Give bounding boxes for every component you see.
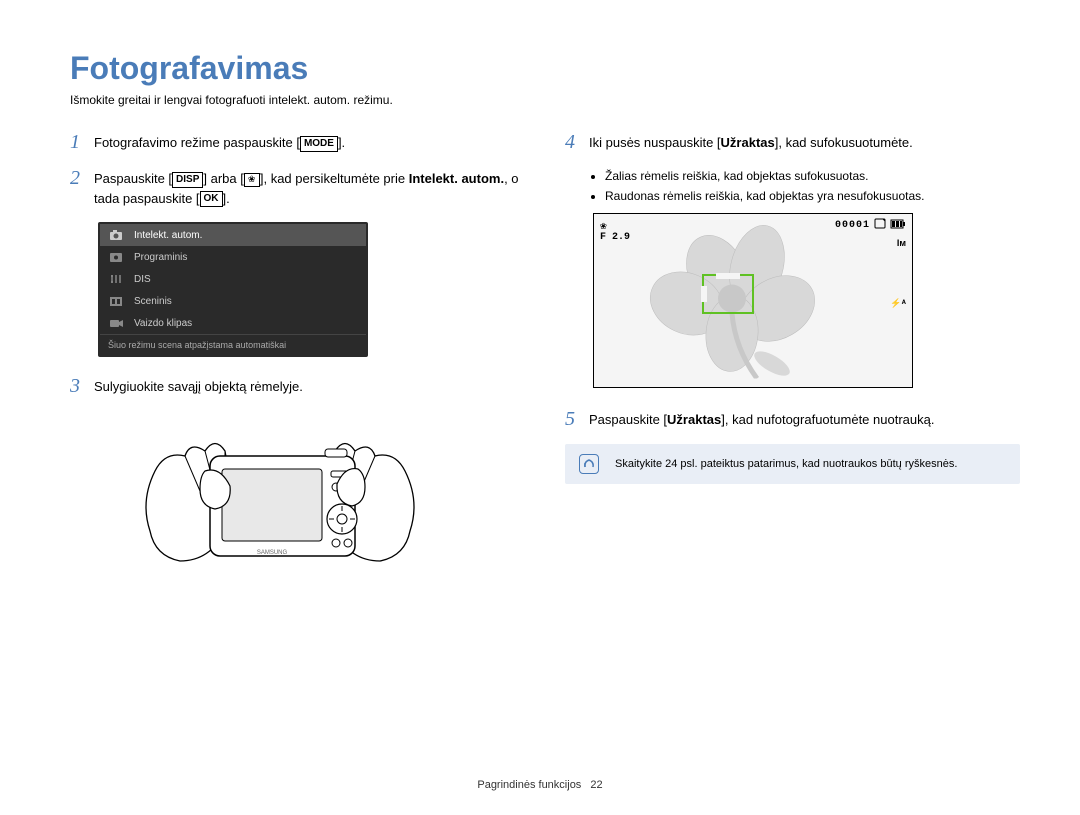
battery-icon <box>890 219 906 233</box>
mode-menu-item: Programinis <box>100 246 366 268</box>
step-text: Paspauskite [Užraktas], kad nufotografuo… <box>589 408 934 430</box>
mode-menu-hint: Šiuo režimu scena atpažįstama automatišk… <box>100 334 366 355</box>
left-column: 1 Fotografavimo režime paspauskite [MODE… <box>70 131 525 591</box>
disp-button-label: DISP <box>172 172 203 188</box>
card-icon <box>874 218 886 233</box>
info-icon <box>579 454 599 474</box>
bullet: Žalias rėmelis reiškia, kad objektas suf… <box>605 167 1020 185</box>
bold-text: Užraktas <box>667 412 721 427</box>
scene-icon <box>108 295 124 307</box>
bullet: Raudonas rėmelis reiškia, kad objektas y… <box>605 187 1020 205</box>
step-3: 3 Sulygiuokite savąjį objektą rėmelyje. <box>70 375 525 397</box>
page-number: 22 <box>590 779 602 791</box>
macro-icon <box>244 173 260 187</box>
mode-menu-item: Vaizdo klipas <box>100 312 366 334</box>
flash-auto-icon: ⚡ᴬ <box>890 298 906 309</box>
subtitle: Išmokite greitai ir lengvai fotografuoti… <box>70 93 1020 107</box>
svg-text:SAMSUNG: SAMSUNG <box>257 550 288 556</box>
macro-flower-icon: ❀ <box>600 219 607 233</box>
page-title: Fotografavimas <box>70 50 1020 87</box>
menu-label: Programinis <box>134 252 187 263</box>
text: Paspauskite [ <box>589 412 667 427</box>
step-4: 4 Iki pusės nuspauskite [Užraktas], kad … <box>565 131 1020 153</box>
bold-text: Intelekt. autom. <box>409 171 504 186</box>
text: ], kad sufokusuotumėte. <box>775 135 913 150</box>
menu-label: Vaizdo klipas <box>134 318 192 329</box>
tip-text: Skaitykite 24 psl. pateiktus patarimus, … <box>615 458 957 470</box>
mode-menu-item-selected: Intelekt. autom. <box>100 224 366 246</box>
text: Fotografavimo režime paspauskite [ <box>94 135 300 150</box>
text: Paspauskite [ <box>94 171 172 186</box>
mode-menu-item: DIS <box>100 268 366 290</box>
step-number: 5 <box>565 408 589 430</box>
bold-text: Užraktas <box>721 135 775 150</box>
tip-box: Skaitykite 24 psl. pateiktus patarimus, … <box>565 444 1020 484</box>
step-2: 2 Paspauskite [DISP] arba [ ], kad persik… <box>70 167 525 208</box>
text: ], kad persikeltumėte prie <box>260 171 409 186</box>
step-1: 1 Fotografavimo režime paspauskite [MODE… <box>70 131 525 153</box>
mode-menu-screenshot: Intelekt. autom. Programinis DIS Scenini… <box>98 222 368 357</box>
mode-button-label: MODE <box>300 136 338 152</box>
step-4-bullets: Žalias rėmelis reiškia, kad objektas suf… <box>593 167 1020 205</box>
focus-frame <box>702 274 754 314</box>
menu-label: Intelekt. autom. <box>134 230 202 241</box>
step-text: Fotografavimo režime paspauskite [MODE]. <box>94 131 345 153</box>
text: ]. <box>223 191 230 206</box>
viewfinder-screenshot: ❀ 00001 F 2.9 Iм ⚡ᴬ <box>593 213 913 388</box>
right-column: 4 Iki pusės nuspauskite [Užraktas], kad … <box>565 131 1020 591</box>
dis-icon <box>108 273 124 285</box>
step-number: 3 <box>70 375 94 397</box>
text: ], kad nufotografuotumėte nuotrauką. <box>721 412 934 427</box>
camera-illustration: SAMSUNG <box>130 411 430 591</box>
text: Iki pusės nuspauskite [ <box>589 135 721 150</box>
resolution-icon: Iм <box>897 238 906 248</box>
text: ] arba [ <box>203 171 243 186</box>
ok-button-label: OK <box>200 191 223 207</box>
video-icon <box>108 317 124 329</box>
text: ]. <box>338 135 345 150</box>
step-number: 4 <box>565 131 589 153</box>
camera-icon <box>108 229 124 241</box>
step-number: 1 <box>70 131 94 153</box>
p-icon <box>108 251 124 263</box>
step-text: Iki pusės nuspauskite [Užraktas], kad su… <box>589 131 913 153</box>
mode-menu-item: Sceninis <box>100 290 366 312</box>
step-5: 5 Paspauskite [Užraktas], kad nufotograf… <box>565 408 1020 430</box>
page-footer: Pagrindinės funkcijos 22 <box>0 779 1080 791</box>
step-number: 2 <box>70 167 94 189</box>
step-text: Sulygiuokite savąjį objektą rėmelyje. <box>94 375 303 397</box>
aperture-value: F 2.9 <box>600 232 630 243</box>
step-text: Paspauskite [DISP] arba [ ], kad persikel… <box>94 167 525 208</box>
menu-label: Sceninis <box>134 296 172 307</box>
menu-label: DIS <box>134 274 151 285</box>
footer-section: Pagrindinės funkcijos <box>477 779 581 791</box>
